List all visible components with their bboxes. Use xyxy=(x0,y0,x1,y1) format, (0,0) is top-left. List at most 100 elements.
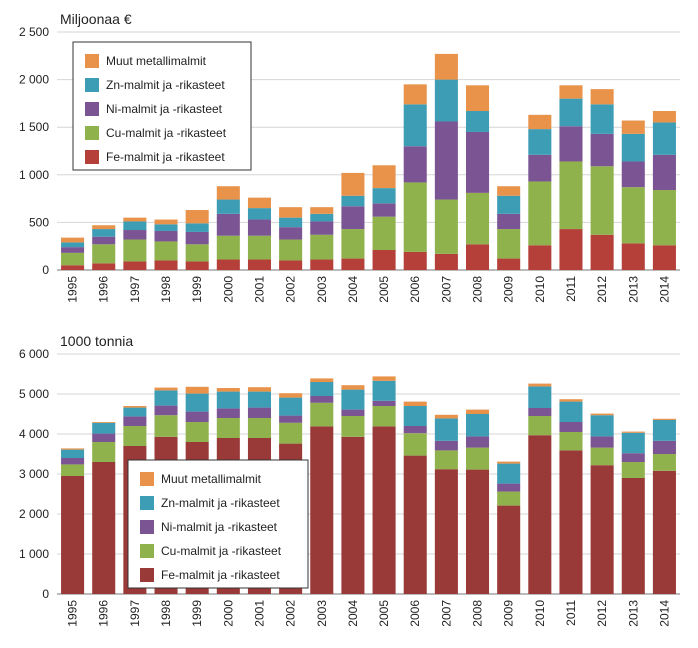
bar-segment xyxy=(279,207,303,218)
bar-segment xyxy=(559,401,583,422)
bar-segment xyxy=(92,225,116,230)
bar-segment xyxy=(123,217,147,222)
bar-segment xyxy=(652,418,676,420)
bar-segment xyxy=(92,422,116,423)
x-tick-label: 1997 xyxy=(128,276,142,303)
bar-segment xyxy=(497,463,521,484)
bar-segment xyxy=(652,470,676,594)
legend-swatch xyxy=(85,78,99,92)
bar-segment xyxy=(216,259,240,270)
bar-segment xyxy=(123,221,147,231)
bar-segment xyxy=(92,229,116,237)
bar-segment xyxy=(185,411,209,422)
bar-segment xyxy=(123,239,147,262)
bar-segment xyxy=(590,436,614,448)
legend-swatch xyxy=(85,126,99,140)
bar-segment xyxy=(403,146,427,183)
bar-segment xyxy=(61,252,85,266)
bar-segment xyxy=(528,245,552,270)
bar-segment xyxy=(185,261,209,270)
legend-label: Zn-malmit ja -rikasteet xyxy=(106,78,225,92)
bar-segment xyxy=(310,213,334,222)
bar-segment xyxy=(559,229,583,270)
bar-segment xyxy=(403,251,427,270)
legend-label: Fe-malmit ja -rikasteet xyxy=(161,568,280,582)
bar-segment xyxy=(403,182,427,252)
bar-segment xyxy=(590,465,614,594)
bar-segment xyxy=(247,259,272,270)
bar-segment xyxy=(590,166,614,235)
bar-segment xyxy=(185,244,209,262)
bar-segment xyxy=(465,414,490,437)
bar-segment xyxy=(61,265,85,270)
bar-segment xyxy=(434,253,458,270)
bar-segment xyxy=(372,406,396,427)
x-tick-label: 2014 xyxy=(657,276,671,303)
x-tick-label: 2002 xyxy=(284,276,298,303)
x-tick-label: 2003 xyxy=(315,600,329,627)
bar-segment xyxy=(652,122,676,155)
y-tick-label: 0 xyxy=(42,587,49,601)
bar-segment xyxy=(434,121,458,200)
bar-segment xyxy=(528,408,552,416)
bar-segment xyxy=(61,247,85,253)
x-tick-label: 2014 xyxy=(657,600,671,627)
bar-segment xyxy=(61,464,85,476)
bar-segment xyxy=(528,154,552,182)
x-tick-label: 1997 xyxy=(128,600,142,627)
x-tick-label: 2003 xyxy=(315,276,329,303)
bar-segment xyxy=(465,192,490,245)
bar-segment xyxy=(434,53,458,80)
x-tick-label: 2000 xyxy=(221,600,235,627)
bar-segment xyxy=(310,221,334,235)
bar-segment xyxy=(92,462,116,594)
y-tick-label: 6 000 xyxy=(19,347,49,361)
bar-segment xyxy=(652,245,676,270)
bar-segment xyxy=(590,234,614,270)
x-tick-label: 1998 xyxy=(159,276,173,303)
bar-segment xyxy=(497,491,521,506)
bar-segment xyxy=(341,195,365,207)
legend-label: Ni-malmit ja -rikasteet xyxy=(161,520,278,534)
bar-segment xyxy=(310,207,334,214)
bar-segment xyxy=(559,399,583,402)
x-tick-label: 2001 xyxy=(252,276,266,303)
bar-segment xyxy=(154,260,178,270)
bar-segment xyxy=(621,431,645,433)
bar-segment xyxy=(341,416,365,437)
bar-segment xyxy=(497,229,521,259)
x-tick-label: 1999 xyxy=(190,276,204,303)
bar-segment xyxy=(372,188,396,204)
bar-segment xyxy=(403,401,427,406)
legend-label: Cu-malmit ja -rikasteet xyxy=(161,544,282,558)
bar-segment xyxy=(590,89,614,105)
legend-label: Zn-malmit ja -rikasteet xyxy=(161,496,280,510)
y-tick-label: 4 000 xyxy=(19,427,49,441)
chart-volume-1000-tonnes: 1000 tonnia 0 1 000 2 000 3 000 4 000 5 000 6 0… xyxy=(19,333,680,627)
legend-label: Muut metallimalmit xyxy=(106,54,207,68)
bar-segment xyxy=(92,442,116,462)
bar-segment xyxy=(154,219,178,225)
bar-segment xyxy=(590,447,614,466)
x-tick-label: 1996 xyxy=(97,276,111,303)
bar-segment xyxy=(92,244,116,264)
unit-label: 1000 tonnia xyxy=(60,333,133,349)
bar-segment xyxy=(61,458,85,465)
bar-segment xyxy=(247,418,272,438)
bar-segment xyxy=(652,111,676,123)
bar-segment xyxy=(621,161,645,188)
x-tick-label: 2002 xyxy=(284,600,298,627)
legend-label: Muut metallimalmit xyxy=(161,472,262,486)
legend-label: Ni-malmit ja -rikasteet xyxy=(106,102,223,116)
bar-segment xyxy=(652,190,676,246)
bar-segment xyxy=(341,436,365,594)
legend-swatch xyxy=(140,496,154,510)
bar-segment xyxy=(434,450,458,470)
bar-segment xyxy=(247,391,272,408)
x-tick-label: 1999 xyxy=(190,600,204,627)
bar-segment xyxy=(279,227,303,240)
bar-segment xyxy=(279,260,303,270)
bar-segment xyxy=(216,408,240,418)
